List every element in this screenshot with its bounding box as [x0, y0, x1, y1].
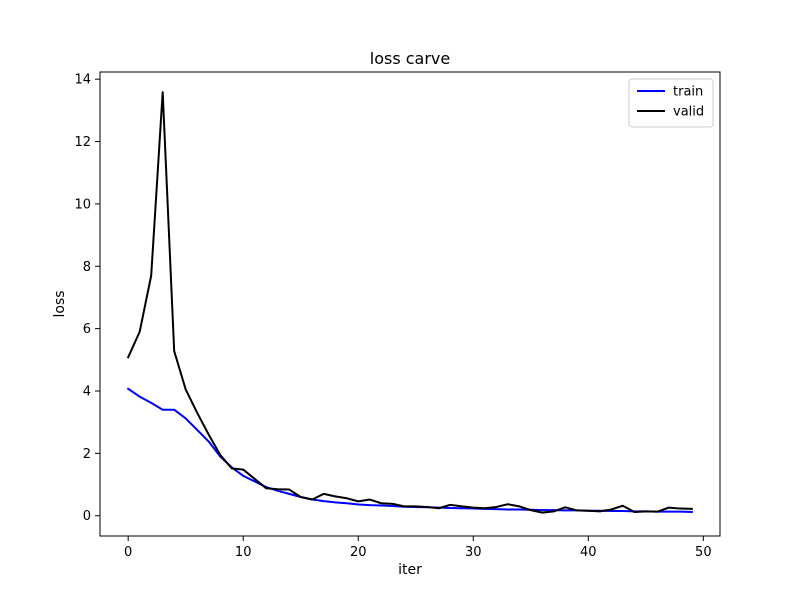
chart-title: loss carve [370, 49, 450, 68]
x-tick-label-50: 50 [695, 545, 712, 560]
x-tick-label-0: 0 [124, 545, 132, 560]
y-tick-label-14: 14 [74, 73, 91, 88]
series-line-train [126, 387, 693, 514]
x-tick-label-20: 20 [350, 545, 367, 560]
y-tick-label-6: 6 [83, 322, 91, 337]
legend-label-valid: valid [673, 105, 704, 120]
series-line-valid [126, 91, 693, 514]
plot-area: 0 10 20 30 40 50 0 2 4 6 8 10 12 14 train valid [74, 71, 721, 560]
x-tick-label-10: 10 [235, 545, 252, 560]
axes-frame [99, 71, 721, 537]
y-tick-label-0: 0 [83, 509, 91, 524]
y-tick-label-8: 8 [83, 260, 91, 275]
x-tick-label-30: 30 [465, 545, 482, 560]
y-tick-label-2: 2 [83, 447, 91, 462]
y-axis-label: loss [52, 290, 68, 317]
x-axis-label: iter [398, 562, 422, 578]
x-tick-label-40: 40 [580, 545, 597, 560]
y-tick-label-12: 12 [74, 135, 91, 150]
y-tick-label-10: 10 [74, 197, 91, 212]
legend-label-train: train [673, 85, 703, 100]
y-tick-label-4: 4 [83, 385, 91, 400]
